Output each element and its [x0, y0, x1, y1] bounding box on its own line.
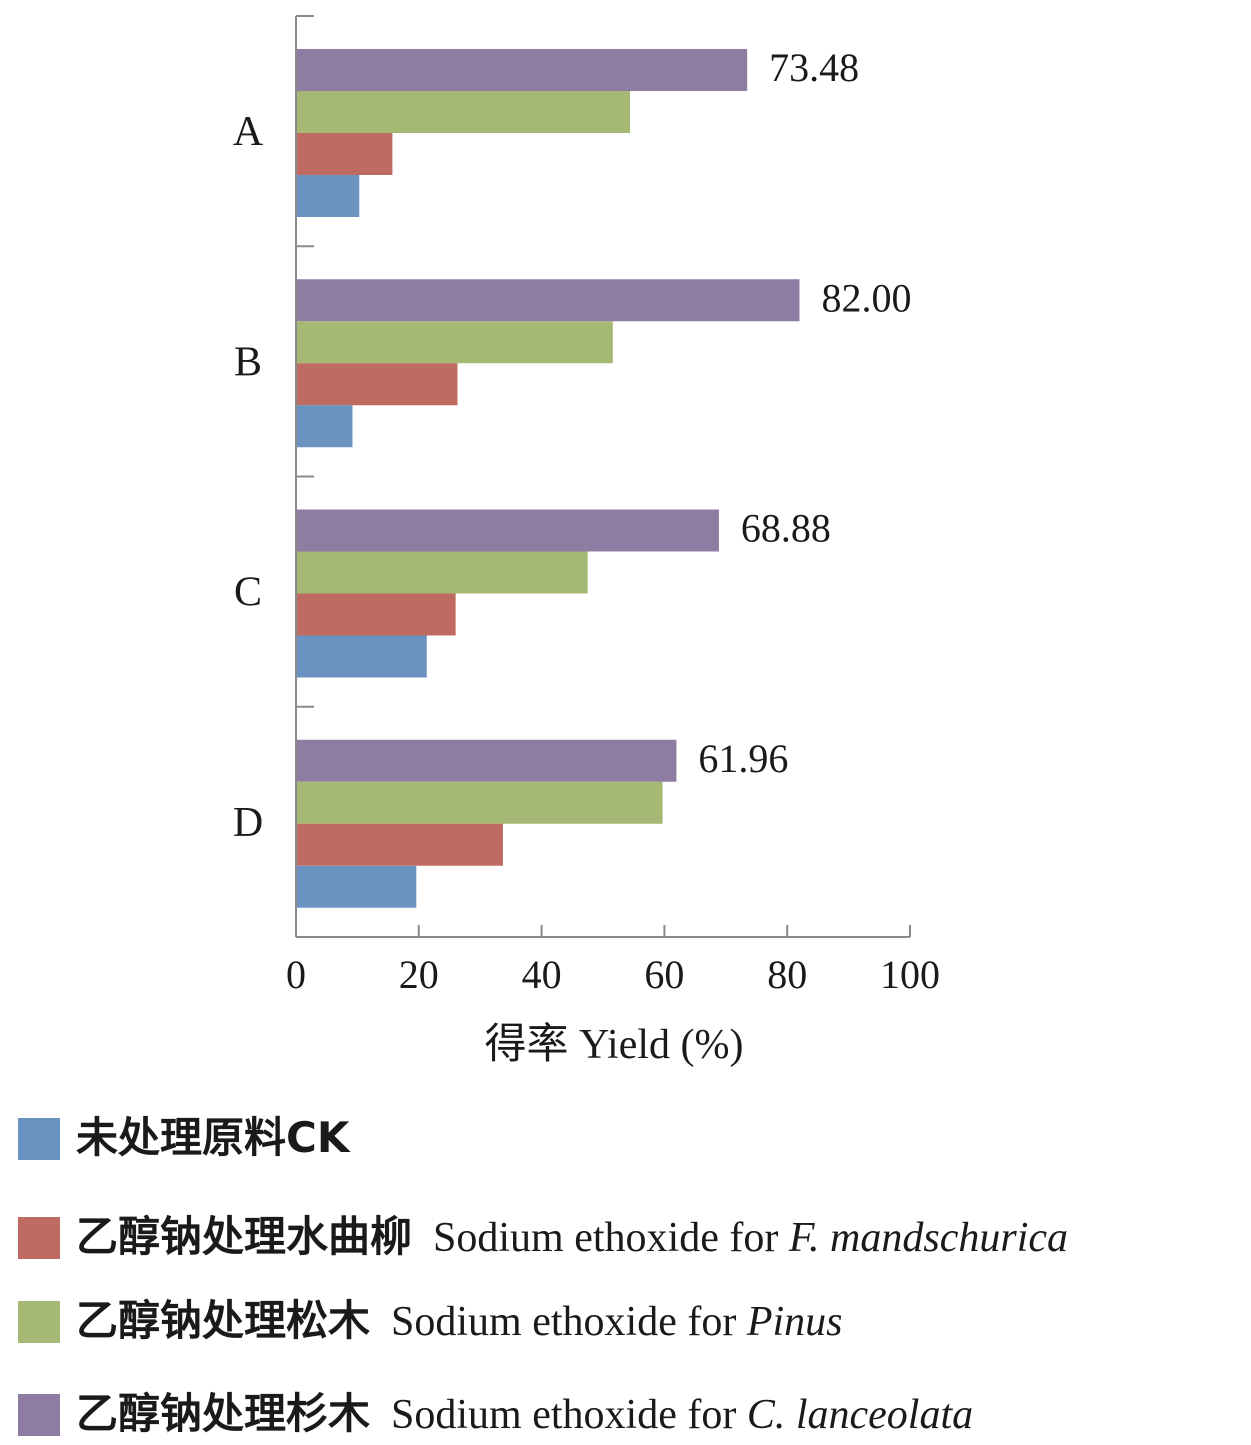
- bar: [297, 91, 631, 133]
- axes: 0 20 40 60 80 100: [286, 15, 940, 997]
- legend-swatch-pinus: [18, 1301, 60, 1343]
- x-axis-label: 得率 Yield (%): [485, 1021, 744, 1068]
- legend-label-en: Sodium ethoxide for: [391, 1299, 747, 1345]
- category-label: D: [233, 800, 263, 846]
- bar: [297, 279, 800, 322]
- x-tick-label: 40: [522, 952, 562, 997]
- bar: [297, 133, 393, 175]
- legend-label-zh: 未处理原料CK: [76, 1113, 350, 1162]
- legend-label-zh: 乙醇钠处理水曲柳: [76, 1212, 413, 1261]
- category-label: B: [234, 339, 262, 385]
- legend-label-en: Sodium ethoxide for: [433, 1215, 789, 1261]
- legend-swatch-fraxinus: [18, 1217, 60, 1259]
- bar: [297, 509, 719, 552]
- legend-label-en: Sodium ethoxide for: [391, 1392, 747, 1438]
- x-tick-label: 60: [644, 952, 684, 997]
- legend-label-zh: 乙醇钠处理松木: [76, 1296, 371, 1345]
- bar: [297, 49, 748, 91]
- category-label: C: [234, 570, 262, 616]
- bar-chart: 0 20 40 60 80 100 A B C D 73.48 82.00 68.88 61.96 得率…: [233, 15, 940, 1068]
- bar: [297, 865, 417, 908]
- x-tick-label: 80: [767, 952, 807, 997]
- bar: [297, 363, 458, 406]
- bar: [297, 823, 503, 866]
- data-label: 82.00: [821, 275, 911, 320]
- legend-label-species: Pinus: [746, 1299, 843, 1345]
- x-tick-label: 20: [399, 952, 439, 997]
- legend-label-pinus: 乙醇钠处理松木 Sodium ethoxide for Pinus: [76, 1291, 842, 1352]
- bar: [297, 405, 353, 448]
- data-label: 73.48: [769, 45, 859, 90]
- bar: [297, 593, 456, 636]
- data-label: 68.88: [741, 506, 831, 551]
- labels: A B C D 73.48 82.00 68.88 61.96: [233, 45, 912, 846]
- bar: [297, 635, 427, 678]
- legend-label-fraxinus: 乙醇钠处理水曲柳 Sodium ethoxide for F. mandschu…: [76, 1207, 1068, 1268]
- bar: [297, 321, 613, 364]
- legend-label-cunninghamia: 乙醇钠处理杉木 Sodium ethoxide for C. lanceolat…: [76, 1384, 973, 1445]
- bar: [297, 175, 360, 217]
- x-tick-label: 0: [286, 952, 306, 997]
- legend-label-zh: 乙醇钠处理杉木: [76, 1389, 371, 1438]
- legend-swatch-cunninghamia: [18, 1394, 60, 1436]
- x-tick-label: 100: [880, 952, 940, 997]
- bar: [297, 781, 663, 824]
- legend-swatch-ck: [18, 1118, 60, 1160]
- category-label: A: [233, 109, 264, 155]
- data-label: 61.96: [698, 736, 788, 781]
- legend-label-ck: 未处理原料CK: [76, 1108, 349, 1169]
- bars: [297, 49, 800, 908]
- bar: [297, 739, 677, 782]
- bar: [297, 551, 588, 594]
- legend-label-species: C. lanceolata: [746, 1392, 974, 1438]
- legend-label-species: F. mandschurica: [788, 1215, 1069, 1261]
